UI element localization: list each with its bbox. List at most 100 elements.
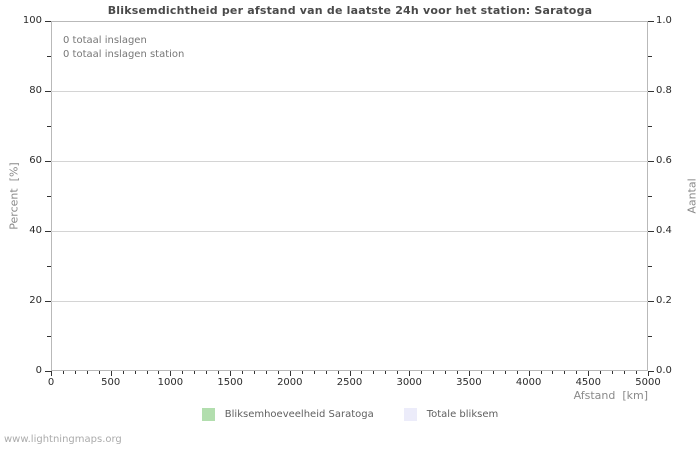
x-minor-tick: [337, 371, 339, 374]
x-minor-tick: [62, 371, 64, 374]
legend-swatch-total-icon: [403, 408, 417, 421]
x-minor-tick: [194, 371, 196, 374]
x-tick-label: 1500: [217, 377, 243, 388]
x-major-tick: [110, 371, 112, 376]
y-right-major-tick: [648, 231, 654, 232]
x-tick-label: 2500: [336, 377, 363, 388]
y-left-tick-label: 60: [29, 155, 42, 166]
annotation-total-strikes: 0 totaal inslagen: [63, 35, 147, 46]
x-minor-tick: [540, 371, 542, 374]
y-left-tick-label: 40: [29, 225, 42, 236]
x-minor-tick: [146, 371, 148, 374]
y-right-major-tick: [648, 301, 654, 302]
x-tick-label: 5000: [635, 377, 661, 388]
y-left-tick-label: 20: [29, 295, 42, 306]
x-minor-tick: [301, 371, 303, 374]
x-minor-tick: [86, 371, 88, 374]
y-axis-label-right: Aantal: [685, 178, 699, 214]
x-minor-tick: [242, 371, 244, 374]
x-minor-tick: [218, 371, 220, 374]
y-right-tick-label: 0.6: [656, 155, 672, 166]
x-minor-tick: [397, 371, 399, 374]
x-major-tick: [51, 371, 52, 376]
plot-annotations: 0 totaal inslagen 0 totaal inslagen stat…: [63, 34, 184, 62]
x-major-tick: [289, 371, 291, 376]
x-minor-tick: [98, 371, 100, 374]
x-major-tick: [648, 371, 649, 376]
x-minor-tick: [552, 371, 554, 374]
y-left-major-tick: [45, 371, 51, 372]
x-tick-label: 1000: [157, 377, 184, 388]
x-major-tick: [468, 371, 470, 376]
x-tick-label: 4500: [575, 377, 602, 388]
x-minor-tick: [480, 371, 482, 374]
x-minor-tick: [624, 371, 626, 374]
x-minor-tick: [504, 371, 506, 374]
x-minor-tick: [253, 371, 255, 374]
x-minor-tick: [564, 371, 566, 374]
x-minor-tick: [182, 371, 184, 374]
y-right-minor-tick: [648, 336, 652, 337]
x-minor-tick: [612, 371, 614, 374]
legend-label-total: Totale bliksem: [426, 409, 499, 420]
x-tick-label: 3000: [396, 377, 422, 388]
x-minor-tick: [277, 371, 279, 374]
x-minor-tick: [445, 371, 447, 374]
x-minor-tick: [361, 371, 363, 374]
y-right-minor-tick: [648, 56, 652, 57]
x-tick-label: 2000: [277, 377, 303, 388]
chart-title: Bliksemdichtheid per afstand van de laat…: [107, 4, 593, 17]
x-minor-tick: [636, 371, 638, 374]
x-minor-tick: [492, 371, 494, 374]
x-minor-tick: [325, 371, 327, 374]
x-major-tick: [230, 371, 232, 376]
x-minor-tick: [158, 371, 160, 374]
y-right-tick-label: 0.0: [656, 365, 672, 376]
y-right-major-tick: [648, 21, 654, 22]
x-axis-label: Afstand [km]: [573, 389, 648, 402]
x-minor-tick: [433, 371, 435, 374]
y-left-tick-label: 80: [29, 85, 42, 96]
x-major-tick: [349, 371, 351, 376]
y-right-minor-tick: [648, 126, 652, 127]
x-minor-tick: [134, 371, 136, 374]
x-major-tick: [170, 371, 172, 376]
y-right-major-tick: [648, 91, 654, 92]
y-right-minor-tick: [648, 196, 652, 197]
y-right-minor-tick: [648, 266, 652, 267]
y-left-tick-label: 0: [35, 365, 42, 376]
legend-label-station: Bliksemhoeveelheid Saratoga: [224, 409, 374, 420]
x-minor-tick: [576, 371, 578, 374]
plot-area: 0 totaal inslagen 0 totaal inslagen stat…: [51, 21, 648, 371]
x-tick-label: 500: [101, 377, 121, 388]
x-minor-tick: [456, 371, 458, 374]
x-minor-tick: [516, 371, 518, 374]
legend: Bliksemhoeveelheid Saratoga Totale bliks…: [0, 408, 700, 421]
y-right-tick-label: 0.2: [656, 295, 672, 306]
x-major-tick: [528, 371, 530, 376]
x-minor-tick: [313, 371, 315, 374]
watermark: www.lightningmaps.org: [4, 434, 122, 445]
x-minor-tick: [373, 371, 375, 374]
x-minor-tick: [600, 371, 602, 374]
x-minor-tick: [385, 371, 387, 374]
x-tick-label: 0: [47, 377, 55, 388]
y-right-tick-label: 0.8: [656, 85, 672, 96]
x-minor-tick: [206, 371, 208, 374]
annotation-total-strikes-station: 0 totaal inslagen station: [63, 49, 185, 60]
x-major-tick: [588, 371, 590, 376]
y-axis-label-left: Percent [%]: [7, 162, 21, 230]
y-right-major-tick: [648, 161, 654, 162]
x-tick-label: 4000: [515, 377, 542, 388]
y-right-major-tick: [648, 371, 654, 372]
legend-item-station: Bliksemhoeveelheid Saratoga: [201, 408, 374, 421]
x-minor-tick: [74, 371, 76, 374]
y-right-tick-label: 0.4: [656, 225, 672, 236]
legend-item-total: Totale bliksem: [403, 408, 499, 421]
x-minor-tick: [421, 371, 423, 374]
legend-swatch-station-icon: [201, 408, 215, 421]
x-tick-label: 3500: [456, 377, 482, 388]
x-minor-tick: [265, 371, 267, 374]
x-major-tick: [409, 371, 411, 376]
